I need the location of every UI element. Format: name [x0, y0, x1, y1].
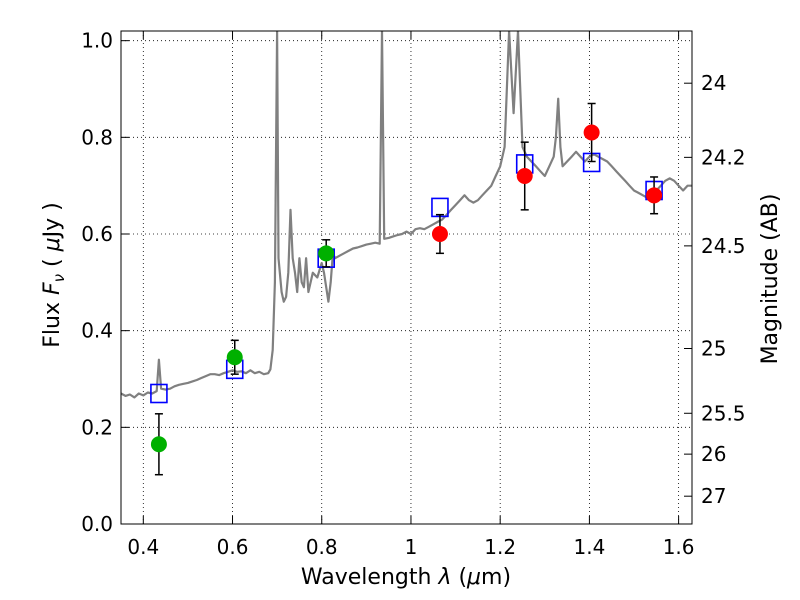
magnitude-tick-label: 26: [701, 442, 726, 466]
x-tick-label: 1.2: [484, 535, 516, 559]
magnitude-tick-label: 27: [701, 484, 726, 508]
x-tick-label: 1.6: [663, 535, 695, 559]
observed-point: [583, 124, 600, 141]
model-spectrum-line: [121, 31, 692, 399]
observed-point: [150, 436, 167, 453]
y-axis-ticks: 0.0 0.2 0.4 0.6 0.8 1.0: [81, 29, 129, 536]
x-tick-label: 1.4: [573, 535, 605, 559]
model-photometry-square: [150, 383, 168, 404]
y-tick-label: 0.0: [81, 512, 113, 536]
magnitude-tick-label: 25: [701, 337, 726, 361]
magnitude-axis-label: Magnitude (AB): [758, 194, 783, 365]
y-axis-label: Flux Fν ( μJy ): [40, 202, 68, 347]
x-tick-label: 0.8: [306, 535, 338, 559]
plot-area: [121, 31, 692, 476]
y-tick-label: 0.4: [81, 319, 113, 343]
grid-lines: [121, 31, 692, 525]
observed-point: [646, 187, 663, 204]
x-tick-label: 1: [405, 535, 418, 559]
observed-point: [318, 245, 335, 262]
y-tick-label: 0.6: [81, 222, 113, 246]
x-axis-label: Wavelength λ (μm): [301, 565, 511, 590]
observed-point: [226, 349, 243, 366]
x-axis-ticks: 0.4 0.6 0.8 1 1.2 1.4 1.6: [127, 31, 695, 559]
magnitude-tick-label: 24.5: [701, 234, 746, 258]
y-tick-label: 0.8: [81, 125, 113, 149]
magnitude-axis-ticks: 24 24.2 24.5 25 25.5 26 27: [684, 71, 746, 508]
observed-point: [431, 226, 448, 242]
x-tick-label: 0.6: [217, 535, 249, 559]
x-tick-label: 0.4: [127, 535, 159, 559]
y-tick-label: 0.2: [81, 415, 113, 439]
y-tick-label: 1.0: [81, 29, 113, 53]
model-photometry-square: [431, 197, 449, 218]
observed-point: [516, 168, 533, 184]
plot-frame: [120, 30, 693, 525]
magnitude-tick-label: 25.5: [701, 401, 746, 425]
magnitude-tick-label: 24.2: [701, 145, 746, 169]
magnitude-tick-label: 24: [701, 71, 726, 95]
